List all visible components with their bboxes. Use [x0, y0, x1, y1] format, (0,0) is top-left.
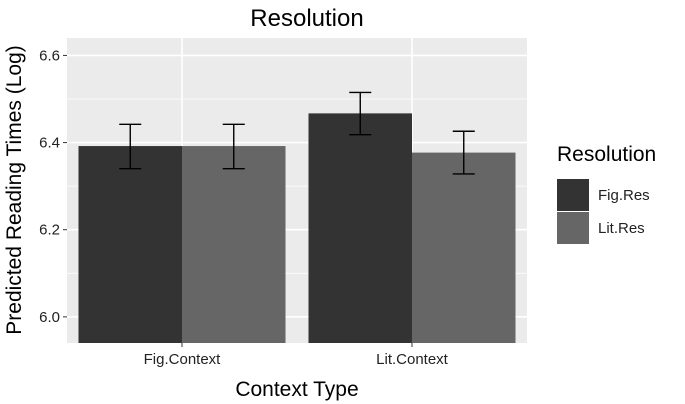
bars — [78, 113, 516, 343]
bar — [412, 152, 516, 343]
x-tick-label: Fig.Context — [144, 351, 222, 368]
y-tick-label: 6.0 — [39, 309, 60, 326]
bar — [308, 113, 412, 343]
bar — [78, 146, 182, 343]
error-bars — [119, 91, 475, 175]
legend-swatch — [557, 179, 589, 211]
x-axis: Fig.Context Lit.Context — [144, 343, 449, 368]
legend-title: Resolution — [557, 143, 656, 166]
chart-title: Resolution — [250, 5, 363, 32]
x-axis-title: Context Type — [235, 378, 358, 401]
legend-label: Fig.Res — [598, 187, 650, 204]
legend: Resolution Fig.Res Lit.Res — [557, 143, 656, 244]
y-tick-label: 6.4 — [39, 135, 60, 152]
x-tick-label: Lit.Context — [376, 351, 449, 368]
y-tick-label: 6.2 — [39, 222, 60, 239]
y-axis-title: Predicted Reading Times (Log) — [3, 45, 26, 334]
legend-label: Lit.Res — [598, 220, 645, 237]
y-axis: 6.0 6.2 6.4 6.6 — [39, 47, 67, 326]
y-tick-label: 6.6 — [39, 47, 60, 64]
bar — [182, 146, 286, 343]
legend-swatch — [557, 212, 589, 244]
